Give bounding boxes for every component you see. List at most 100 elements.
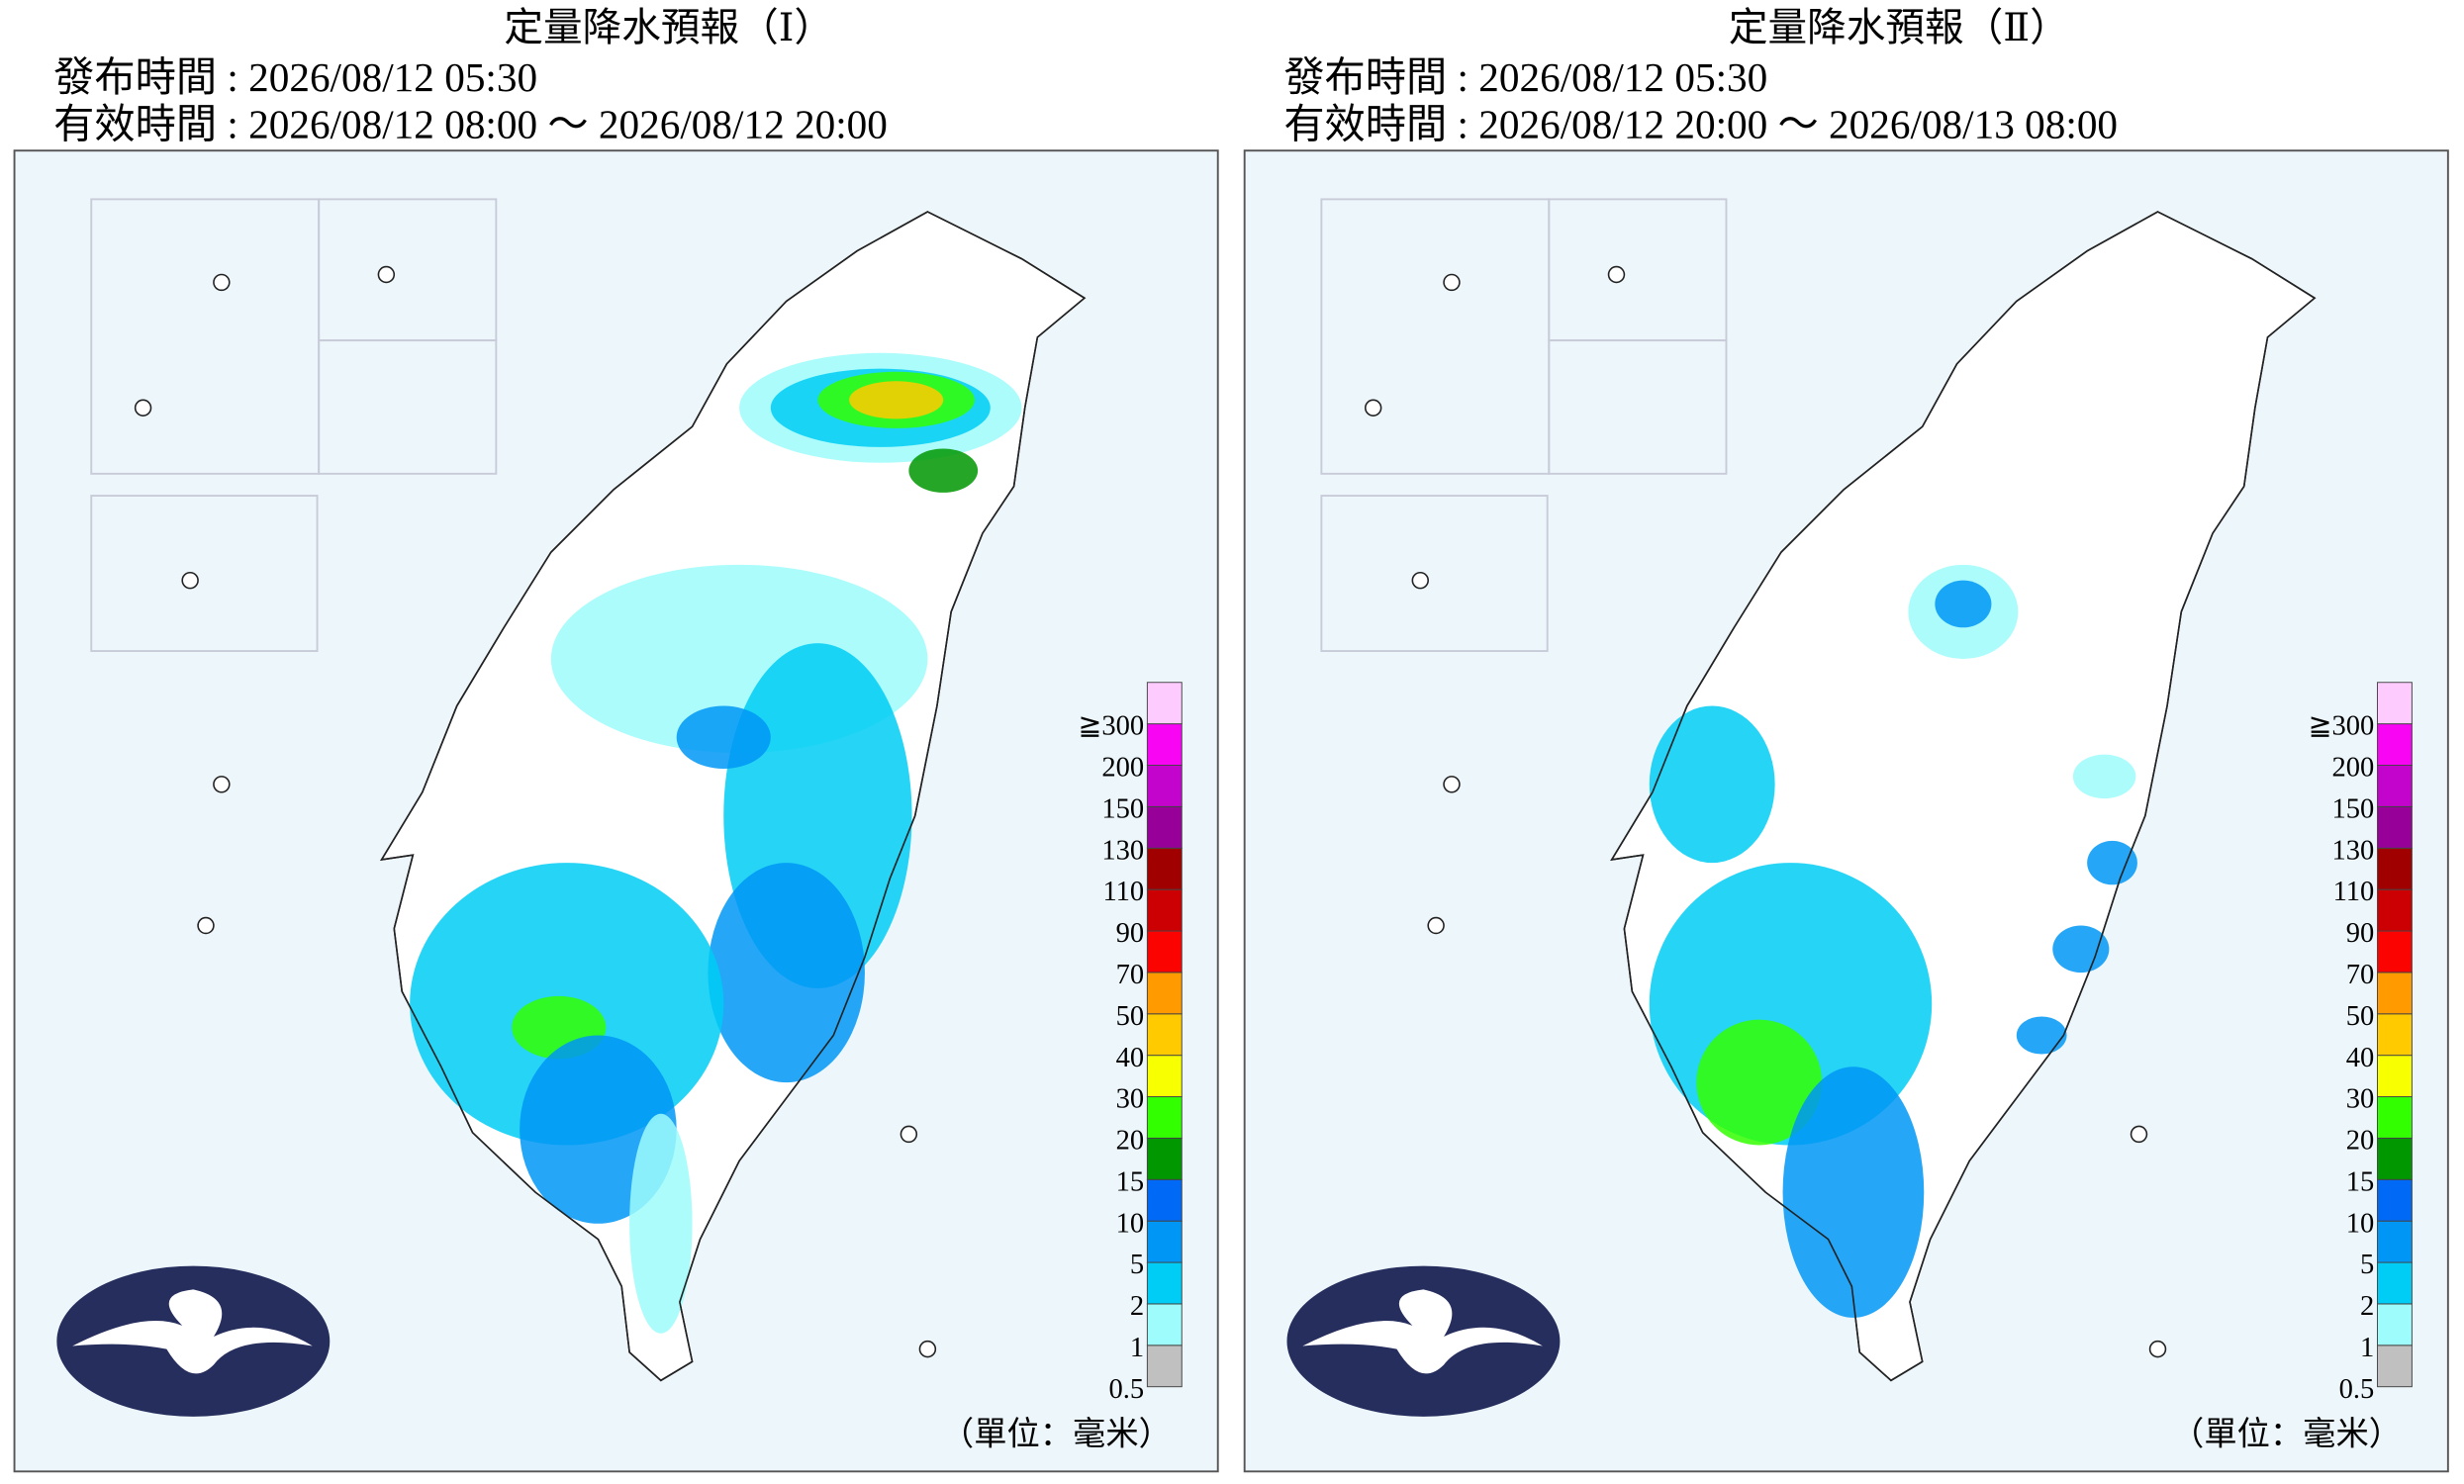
- legend-swatch: [2377, 847, 2413, 890]
- rain-area: [2016, 1016, 2067, 1055]
- legend-label: 50: [2346, 1001, 2375, 1032]
- legend-label: 2: [2360, 1291, 2374, 1322]
- issued-time: 發布時間 : 2026/08/12 05:30: [1283, 54, 1767, 100]
- legend-swatch: [1146, 847, 1183, 890]
- legend-swatch: [1146, 930, 1183, 974]
- legend-swatch: [1146, 1013, 1183, 1057]
- legend-label: 200: [2332, 753, 2375, 784]
- legend-swatch: [2377, 1345, 2413, 1388]
- small-island: [2148, 1340, 2167, 1358]
- small-island: [2130, 1125, 2148, 1144]
- small-island: [1607, 265, 1626, 284]
- small-island: [197, 916, 215, 935]
- legend-swatch: [1146, 1096, 1183, 1139]
- legend-label: 20: [1116, 1126, 1145, 1157]
- legend-swatch: [1146, 1178, 1183, 1222]
- small-island: [1443, 273, 1461, 292]
- rain-area: [908, 448, 979, 493]
- legend-swatch: [1146, 1220, 1183, 1263]
- rain-area: [2087, 840, 2137, 885]
- legend-label: 110: [1102, 877, 1144, 907]
- legend-label: 40: [1116, 1043, 1145, 1073]
- legend-label: 150: [2332, 793, 2375, 824]
- legend-swatch: [1146, 972, 1183, 1015]
- legend-label: 10: [2346, 1208, 2375, 1239]
- legend-swatch: [1146, 723, 1183, 766]
- small-island: [1427, 916, 1445, 935]
- legend-swatch: [1146, 805, 1183, 849]
- legend-label: 15: [2346, 1166, 2375, 1197]
- rain-area: [2072, 754, 2136, 799]
- legend-label: 70: [1116, 960, 1145, 990]
- small-island: [1364, 399, 1382, 417]
- valid-time: 有效時間 : 2026/08/12 08:00 ～ 2026/08/12 20:…: [53, 102, 888, 147]
- legend-label: 2: [1130, 1291, 1144, 1322]
- rain-area: [676, 705, 771, 769]
- legend-label: 20: [2346, 1126, 2375, 1157]
- inset-box: [1548, 339, 1728, 475]
- legend-label: 40: [2346, 1043, 2375, 1073]
- rain-area: [1782, 1067, 1925, 1318]
- rain-area: [708, 863, 865, 1083]
- rain-area: [1649, 705, 1775, 864]
- legend-label: 130: [2332, 835, 2375, 866]
- legend-swatch: [2377, 1220, 2413, 1263]
- legend-swatch: [1146, 682, 1183, 725]
- panel-title: 定量降水預報（Ⅰ）: [504, 6, 833, 49]
- legend-swatch: [2377, 930, 2413, 974]
- legend-label: 30: [2346, 1084, 2375, 1115]
- legend-swatch: [1146, 888, 1183, 932]
- legend-swatch: [1146, 1345, 1183, 1388]
- valid-time: 有效時間 : 2026/08/12 20:00 ～ 2026/08/13 08:…: [1283, 102, 2118, 147]
- island-outline: [380, 211, 1087, 1382]
- logo-swirl: [1302, 1289, 1543, 1374]
- legend-swatch: [2377, 805, 2413, 849]
- legend-label: ≧300: [2309, 711, 2375, 742]
- legend-swatch: [1146, 1055, 1183, 1098]
- legend-label: 1: [2360, 1333, 2374, 1363]
- legend-label: 150: [1101, 793, 1144, 824]
- rain-area: [1696, 1019, 1823, 1146]
- legend-label: 50: [1116, 1001, 1145, 1032]
- legend-label: 0.5: [1109, 1374, 1145, 1405]
- legend-swatch: [2377, 1261, 2413, 1305]
- small-island: [918, 1340, 937, 1358]
- legend-swatch: [1146, 1261, 1183, 1305]
- small-island: [1411, 571, 1429, 590]
- unit-label: （單位：毫米）: [2171, 1416, 2402, 1452]
- legend-swatch: [2377, 1303, 2413, 1346]
- inset-box: [90, 495, 319, 652]
- rain-area: [1935, 580, 1992, 628]
- legend-swatch: [2377, 972, 2413, 1015]
- legend-swatch: [2377, 1013, 2413, 1057]
- legend-label: 70: [2346, 960, 2375, 990]
- legend-label: 15: [1116, 1166, 1145, 1197]
- panel-title: 定量降水預報（Ⅱ）: [1729, 6, 2069, 49]
- legend-label: 10: [1116, 1208, 1145, 1239]
- small-island: [1443, 776, 1461, 793]
- legend-swatch: [2377, 1096, 2413, 1139]
- legend-swatch: [1146, 1137, 1183, 1180]
- legend-label: 130: [1101, 835, 1144, 866]
- legend-swatch: [2377, 1137, 2413, 1180]
- legend-label: 200: [1101, 753, 1144, 784]
- legend-swatch: [2377, 682, 2413, 725]
- small-island: [900, 1125, 918, 1144]
- small-island: [377, 265, 396, 284]
- legend-swatch: [1146, 765, 1183, 807]
- legend-swatch: [1146, 1303, 1183, 1346]
- small-island: [213, 776, 231, 793]
- small-island: [213, 273, 231, 292]
- small-island: [134, 399, 152, 417]
- small-island: [181, 571, 199, 590]
- rain-area: [849, 381, 944, 419]
- legend-label: 0.5: [2339, 1374, 2375, 1405]
- legend-label: 1: [1130, 1333, 1144, 1363]
- legend-swatch: [2377, 1178, 2413, 1222]
- legend-label: 90: [1116, 918, 1145, 949]
- legend-swatch: [2377, 723, 2413, 766]
- legend-swatch: [2377, 888, 2413, 932]
